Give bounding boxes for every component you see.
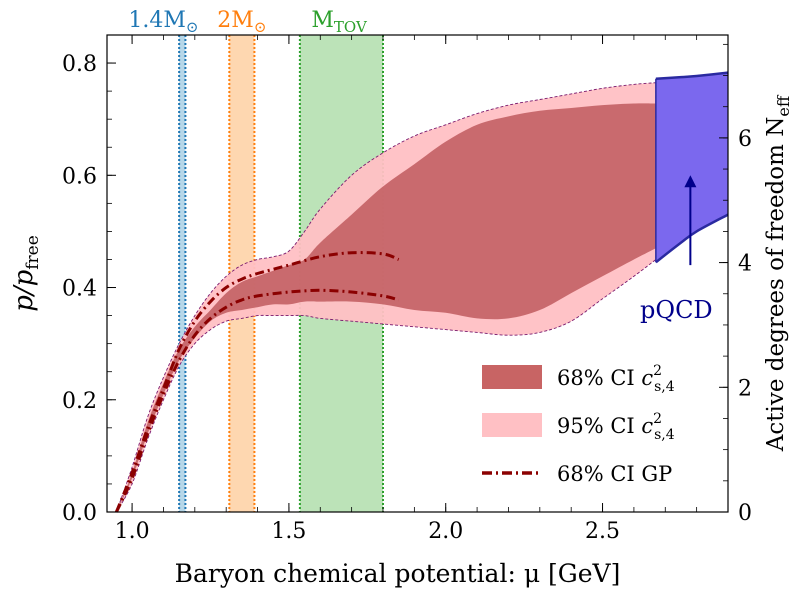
- pqcd-annotation-label: pQCD: [640, 296, 713, 324]
- legend-label-0: 68% CI c2 s,4: [557, 363, 675, 395]
- y-tick-label-right: 2: [738, 376, 752, 401]
- pqcd-lower-edge: [655, 213, 729, 264]
- mass-band-0: [179, 35, 186, 512]
- mass-band-label-2: MTOV: [311, 8, 368, 36]
- gp-upper-line: [115, 251, 400, 513]
- lines-layer: [115, 251, 400, 513]
- y-axis-label-left: p/pfree: [9, 235, 43, 312]
- y-tick-label-left: 0.6: [62, 164, 97, 189]
- area-68ci: [116, 103, 656, 512]
- x-axis-label: Baryon chemical potential: μ [GeV]: [175, 559, 621, 588]
- pqcd-arrow-head: [684, 175, 697, 188]
- legend-swatch-0: [482, 365, 542, 389]
- y-tick-label-right: 6: [738, 127, 752, 152]
- y-tick-label-right: 4: [738, 252, 752, 277]
- y-tick-label-left: 0.8: [62, 52, 97, 77]
- legend: 68% CI c2 s,4 95% CI c2 s,4 68% CI GP: [482, 363, 675, 486]
- area-pqcd: [655, 72, 728, 263]
- plot-frame: [106, 34, 729, 513]
- legend-label-2: 68% CI GP: [557, 462, 672, 486]
- labels-layer: 1.0 1.5 2.0 2.5 0.0 0.2 0.4 0.6 0.8 0 2 4 6 Baryon ch…: [9, 8, 793, 588]
- gp-lower-line: [115, 288, 400, 513]
- x-tick-label: 1.5: [271, 519, 306, 544]
- legend-swatch-1: [482, 413, 542, 437]
- ticks-layer: [107, 35, 728, 513]
- mass-band-label-0: 1.4M⊙: [128, 8, 198, 36]
- y-tick-label-left: 0.2: [62, 389, 97, 414]
- mass-band-label-1: 2M⊙: [217, 8, 266, 36]
- y-tick-label-left: 0.4: [62, 277, 97, 302]
- x-tick-label: 1.0: [115, 519, 150, 544]
- annotation-layer: pQCD: [640, 175, 713, 324]
- legend-label-1: 95% CI c2 s,4: [557, 411, 675, 443]
- pqcd-upper-edge: [655, 71, 729, 81]
- x-tick-label: 2.5: [585, 519, 620, 544]
- areas-layer: [115, 71, 729, 513]
- y-axis-label-right: Active degrees of freedom Neff: [763, 94, 793, 452]
- y-tick-label-left: 0.0: [62, 501, 97, 526]
- y-tick-label-right: 0: [738, 501, 752, 526]
- x-tick-label: 2.0: [428, 519, 463, 544]
